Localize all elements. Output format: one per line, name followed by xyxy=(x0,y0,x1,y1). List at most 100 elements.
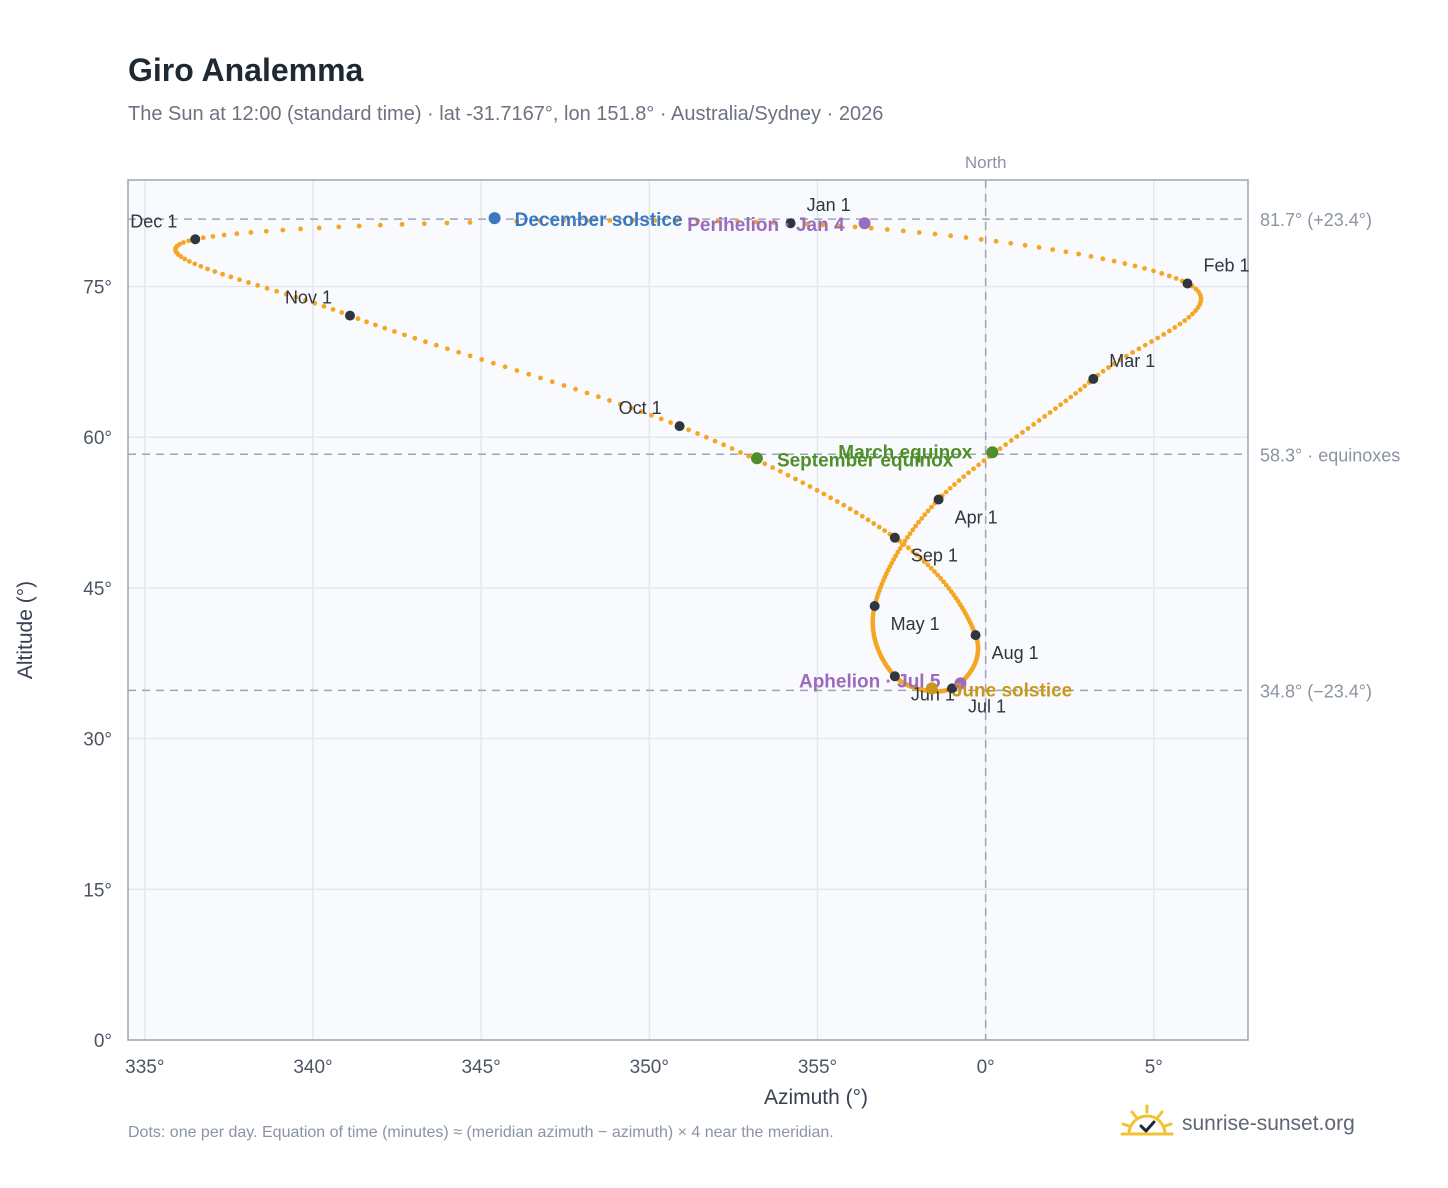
footnote: Dots: one per day. Equation of time (min… xyxy=(128,1124,834,1141)
daily-sun-dot xyxy=(1111,361,1117,367)
daily-sun-dot xyxy=(859,513,865,519)
daily-sun-dot xyxy=(1186,314,1192,320)
daily-sun-dot xyxy=(1193,308,1199,314)
daily-sun-dot xyxy=(263,228,269,234)
daily-sun-dot xyxy=(852,224,858,230)
x-axis: 335° 340° 345° 350° 355° 0° 5° Azimuth (°) xyxy=(125,1057,1163,1109)
event-label: December solstice xyxy=(515,210,683,231)
daily-sun-dot xyxy=(584,218,590,224)
daily-sun-dot xyxy=(836,223,842,229)
daily-sun-dot xyxy=(976,462,982,468)
daily-sun-dot xyxy=(828,495,834,501)
daily-sun-dot xyxy=(993,238,999,244)
daily-sun-dot xyxy=(514,368,520,373)
daily-sun-dot xyxy=(1172,325,1178,330)
daily-sun-dot xyxy=(392,329,397,334)
daily-sun-dot xyxy=(1008,438,1014,443)
daily-sun-dot xyxy=(925,562,931,568)
daily-sun-dot xyxy=(255,283,261,288)
daily-sun-dot xyxy=(963,235,969,240)
event-markers: December solstice Perihelion · Jan 4 March… xyxy=(488,210,1072,701)
daily-sun-dot xyxy=(356,223,362,229)
month-label: Mar 1 xyxy=(1109,351,1155,371)
x-tick-label: 5° xyxy=(1145,1057,1163,1078)
daily-sun-dot xyxy=(205,266,210,272)
daily-sun-dot xyxy=(283,291,289,297)
daily-sun-dot xyxy=(800,480,806,486)
month-label: Aug 1 xyxy=(992,643,1039,663)
daily-sun-dot xyxy=(264,285,270,291)
daily-sun-dot xyxy=(882,528,888,534)
daily-sun-dot xyxy=(1020,430,1025,435)
daily-sun-dot xyxy=(746,453,752,459)
daily-sun-dot xyxy=(834,499,840,504)
daily-sun-dot xyxy=(1136,346,1142,352)
daily-sun-dot xyxy=(444,346,450,352)
daily-sun-dot xyxy=(695,218,701,224)
daily-sun-dot xyxy=(298,226,303,232)
daily-sun-dot xyxy=(638,409,644,414)
daily-sun-dot xyxy=(1159,271,1165,276)
month-marker xyxy=(947,683,958,694)
daily-sun-dot xyxy=(735,219,741,224)
event-label: Aphelion · Jul 5 xyxy=(799,671,941,692)
daily-sun-dot xyxy=(1042,414,1048,419)
daily-sun-dot xyxy=(948,589,954,595)
daily-sun-dot xyxy=(1151,268,1156,274)
daily-sun-dot xyxy=(537,218,543,224)
daily-sun-dot xyxy=(820,222,826,228)
daily-sun-dot xyxy=(312,300,318,306)
daily-sun-dot xyxy=(220,271,226,277)
brand[interactable]: sunrise-sunset.org xyxy=(1120,1102,1355,1146)
daily-sun-dot xyxy=(198,263,204,269)
event-marker xyxy=(858,217,871,230)
daily-sun-dot xyxy=(901,542,907,547)
daily-sun-dot xyxy=(956,478,962,483)
daily-sun-dot xyxy=(1077,387,1083,393)
plot-frame xyxy=(127,179,1249,1041)
y-tick-label: 0° xyxy=(94,1031,112,1052)
daily-sun-dot xyxy=(738,449,743,455)
daily-sun-dot xyxy=(841,502,847,508)
daily-sun-dot xyxy=(658,416,664,422)
daily-sun-dot xyxy=(652,218,658,223)
daily-sun-dot xyxy=(1161,332,1167,337)
event-label: September equinox xyxy=(777,450,954,471)
x-tick-label: 0° xyxy=(977,1057,995,1078)
plot-background xyxy=(128,180,1248,1040)
event-label: June solstice xyxy=(952,680,1072,701)
daily-sun-dot xyxy=(793,476,798,482)
daily-sun-dot xyxy=(981,458,987,464)
daily-sun-dot xyxy=(932,569,937,575)
y-tick-label: 15° xyxy=(83,880,112,901)
event-marker xyxy=(986,446,999,459)
y-tick-label: 30° xyxy=(83,730,112,751)
daily-sun-dot xyxy=(584,390,590,396)
daily-sun-dot xyxy=(1025,426,1031,431)
daily-sun-dot xyxy=(961,474,967,480)
daily-sun-dot xyxy=(907,531,913,537)
daily-sun-dot xyxy=(573,386,578,392)
daily-sun-dot xyxy=(364,319,369,325)
daily-sun-dot xyxy=(932,231,938,237)
daily-sun-dot xyxy=(1123,353,1129,359)
daily-sun-dot xyxy=(900,228,906,234)
daily-sun-dot xyxy=(423,339,428,345)
month-marker xyxy=(933,494,944,505)
event-marker xyxy=(488,212,501,225)
month-label: May 1 xyxy=(891,614,940,634)
daily-sun-dot xyxy=(228,274,234,280)
daily-sun-dot xyxy=(177,241,182,247)
daily-sun-dot xyxy=(302,297,308,303)
daily-sun-dot xyxy=(561,383,567,388)
daily-sun-dot xyxy=(186,238,192,244)
daily-sun-dot xyxy=(210,233,216,239)
daily-sun-dot xyxy=(1063,249,1069,255)
daily-sun-dot xyxy=(916,519,922,525)
daily-sun-dot xyxy=(762,461,768,467)
event-label: Perihelion · Jan 4 xyxy=(687,215,845,236)
daily-sun-dot xyxy=(336,224,342,230)
daily-sun-dot xyxy=(630,218,635,223)
month-marker xyxy=(674,421,685,432)
daily-sun-dot xyxy=(865,517,871,523)
